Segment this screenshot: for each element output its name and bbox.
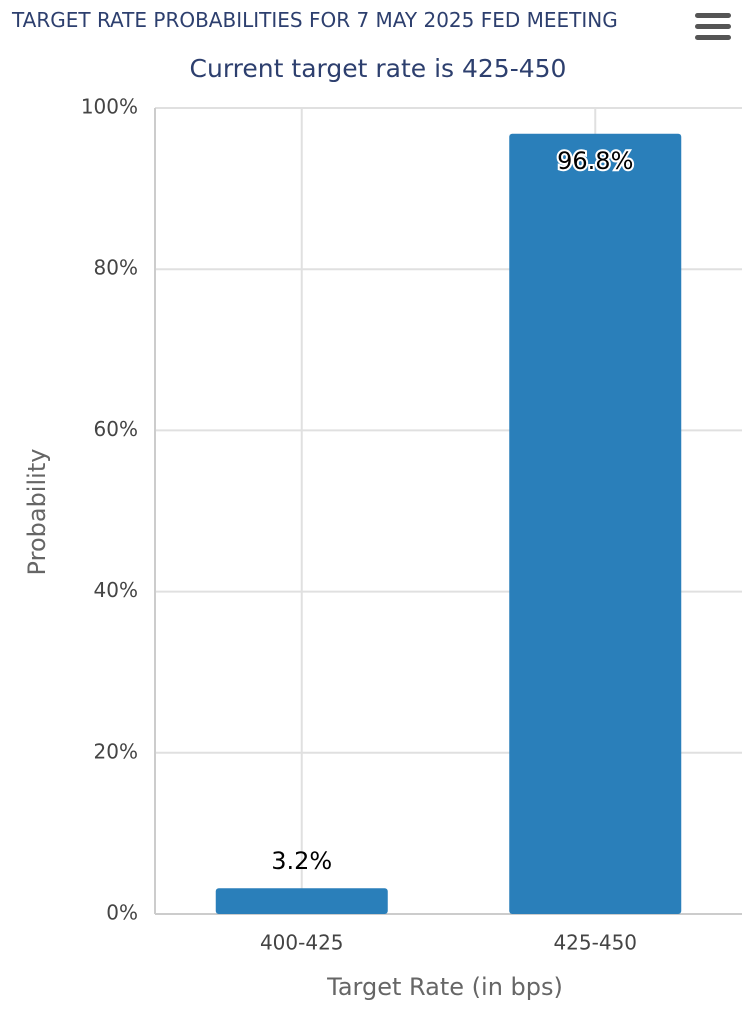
menu-bar[interactable]	[695, 35, 731, 40]
data-label: 96.8%	[557, 147, 633, 175]
y-tick-label: 0%	[106, 901, 138, 925]
bar	[509, 133, 682, 915]
menu-button[interactable]	[695, 13, 731, 40]
y-tick-label: 20%	[94, 739, 138, 763]
y-tick-label: 80%	[94, 256, 138, 280]
x-tick-label: 400-425	[260, 931, 344, 955]
x-axis-title: Target Rate (in bps)	[326, 973, 563, 1001]
y-tick-label: 60%	[94, 417, 138, 441]
menu-bar[interactable]	[695, 24, 731, 29]
y-axis-title: Probability	[23, 449, 51, 576]
chart-title: TARGET RATE PROBABILITIES FOR 7 MAY 2025…	[12, 8, 618, 32]
bar	[215, 888, 388, 914]
y-tick-label: 40%	[94, 578, 138, 602]
x-tick-label: 425-450	[553, 931, 637, 955]
menu-bar[interactable]	[695, 13, 731, 18]
y-tick-label: 100%	[81, 95, 138, 119]
data-label: 3.2%	[271, 847, 332, 875]
chart-subtitle: Current target rate is 425-450	[190, 54, 567, 83]
